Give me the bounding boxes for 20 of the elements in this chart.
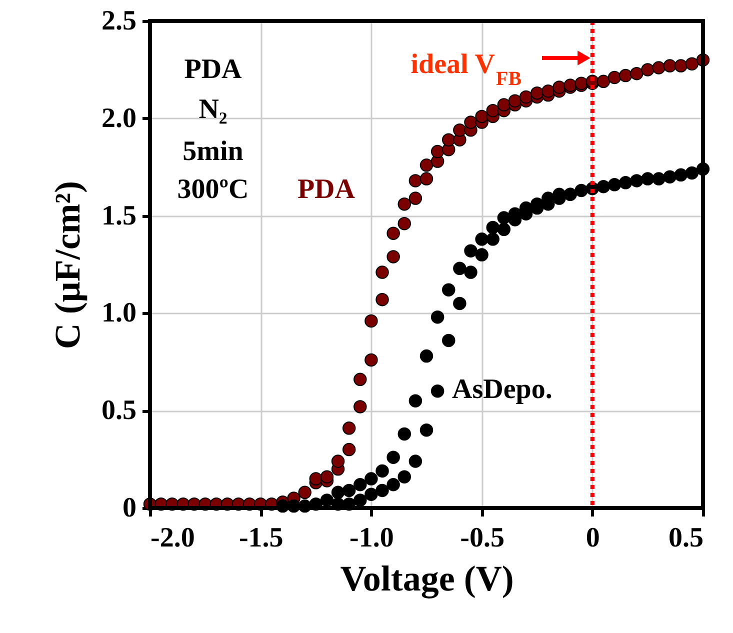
annotation: N₂ — [198, 94, 228, 125]
y-tick-label: 2.5 — [102, 6, 136, 36]
annotation: PDA — [184, 54, 243, 85]
series-label: PDA — [297, 174, 356, 205]
x-tick-label: -1.0 — [350, 522, 394, 554]
x-tick-label: -1.5 — [238, 522, 284, 554]
y-tick-label: 0.5 — [102, 395, 136, 426]
y-tick-label: 1.0 — [102, 298, 136, 329]
annotation: 300ºC — [177, 174, 249, 205]
x-tick-label: -0.5 — [460, 522, 504, 554]
y-axis-title: C (μF/cm²) — [48, 180, 88, 350]
x-tick-label: 0.5 — [668, 522, 704, 554]
annotation: 5min — [182, 136, 244, 167]
y-tick-label: 2.0 — [102, 102, 136, 134]
x-axis-title: Voltage (V) — [340, 558, 514, 598]
x-tick-label: -2.0 — [150, 522, 195, 554]
series-label: AsDepo. — [452, 374, 552, 405]
y-tick-label: 1.5 — [102, 200, 136, 232]
x-tick-label: 0 — [586, 522, 600, 554]
y-tick-label: 0 — [122, 492, 136, 524]
